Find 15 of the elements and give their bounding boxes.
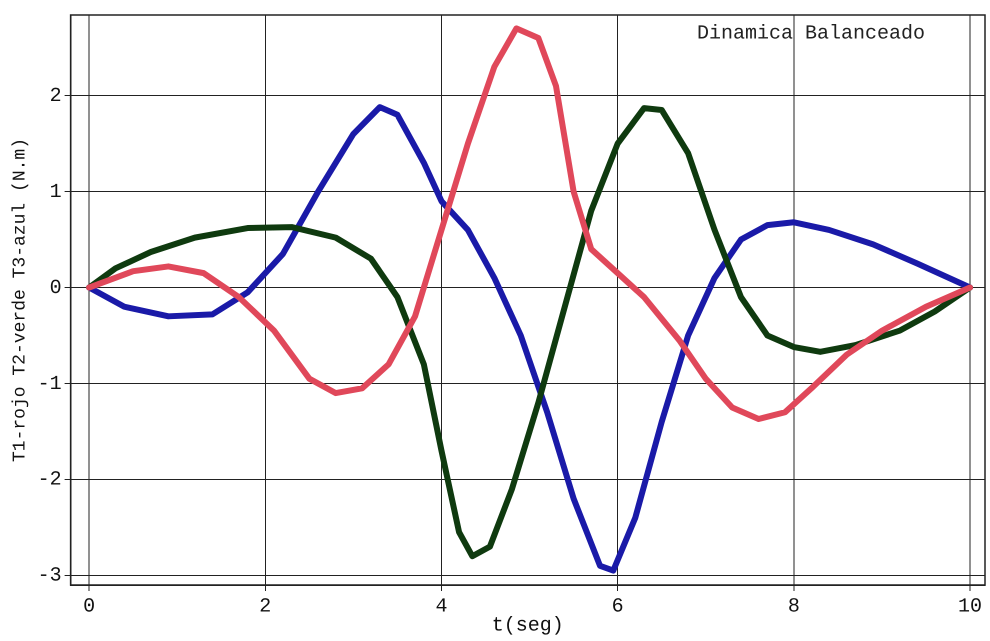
y-tick-label: -3 bbox=[38, 564, 62, 588]
chart-title: Dinamica Balanceado bbox=[696, 22, 925, 46]
y-tick-label: 1 bbox=[50, 180, 62, 204]
x-tick-label: 4 bbox=[435, 595, 448, 618]
x-tick-label: 10 bbox=[958, 595, 982, 618]
x-tick-label: 0 bbox=[83, 595, 96, 618]
x-tick-label: 6 bbox=[612, 595, 624, 618]
y-tick-label: -2 bbox=[38, 468, 62, 492]
y-axis-title: T1-rojo T2-verde T3-azul (N.m) bbox=[10, 138, 31, 462]
y-tick-label: -1 bbox=[38, 372, 62, 396]
y-tick-label: 2 bbox=[50, 84, 62, 108]
x-axis-title: t(seg) bbox=[492, 614, 564, 638]
y-tick-label: 0 bbox=[50, 276, 62, 300]
x-tick-label: 2 bbox=[259, 595, 272, 618]
x-tick-label: 8 bbox=[788, 595, 800, 618]
